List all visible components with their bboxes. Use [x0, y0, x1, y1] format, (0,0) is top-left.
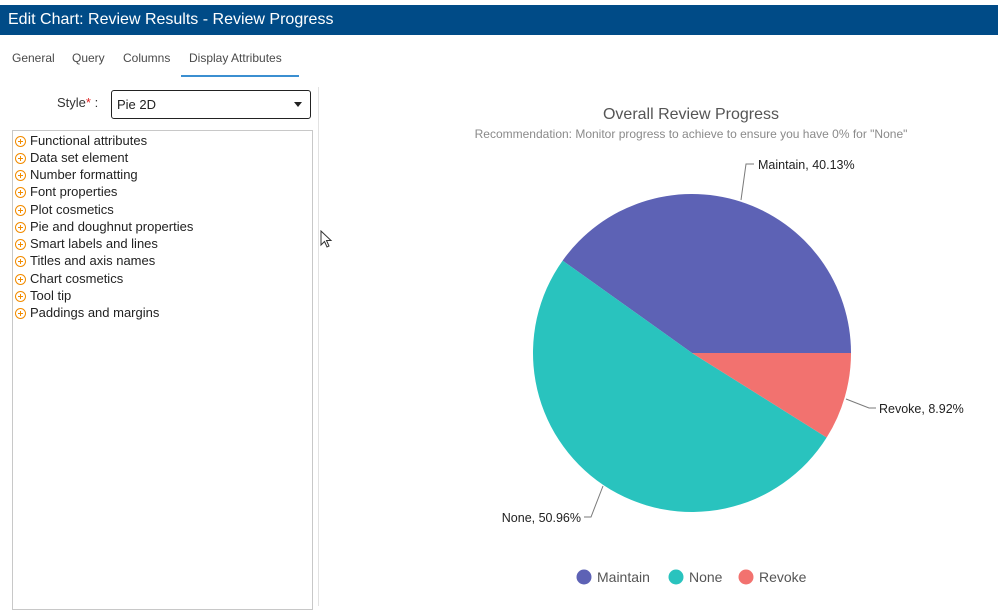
tree-item-label: Plot cosmetics — [30, 202, 114, 217]
top-border — [0, 0, 998, 5]
tree-item-data-set-element[interactable]: Data set element — [15, 150, 128, 167]
tree-item-label: Smart labels and lines — [30, 236, 158, 251]
expand-plus-icon[interactable] — [15, 205, 26, 216]
active-tab-indicator — [181, 75, 299, 77]
chart-legend: Maintain None Revoke — [576, 569, 807, 585]
style-label: Style* : — [57, 95, 98, 110]
label-leader-line-revoke — [845, 398, 876, 409]
style-select[interactable]: Pie 2D — [111, 90, 311, 119]
style-select-value: Pie 2D — [117, 97, 157, 112]
attribute-tree: Functional attributes Data set element N… — [12, 130, 313, 610]
expand-plus-icon[interactable] — [15, 291, 26, 302]
data-label-none: None, 50.96% — [502, 511, 581, 525]
expand-plus-icon[interactable] — [15, 153, 26, 164]
legend-swatch-revoke[interactable] — [738, 569, 754, 585]
expand-plus-icon[interactable] — [15, 136, 26, 147]
tree-item-label: Chart cosmetics — [30, 271, 124, 286]
label-leader-line-maintain — [740, 163, 754, 201]
label-leader-line-none — [584, 485, 604, 518]
pie-chart: Overall Review Progress Recommendation: … — [475, 106, 964, 585]
expand-plus-icon[interactable] — [15, 170, 26, 181]
pie-data-labels: Maintain, 40.13% None, 50.96% Revoke, 8.92… — [502, 158, 964, 525]
tree-item-font-properties[interactable]: Font properties — [15, 184, 117, 201]
style-colon: : — [94, 95, 99, 110]
tree-item-titles-axis-names[interactable]: Titles and axis names — [15, 253, 155, 270]
panel-divider — [318, 87, 319, 606]
tree-item-smart-labels-lines[interactable]: Smart labels and lines — [15, 236, 158, 253]
chart-subtitle: Recommendation: Monitor progress to achi… — [475, 127, 908, 141]
tree-item-paddings-margins[interactable]: Paddings and margins — [15, 305, 159, 322]
style-label-text: Style — [57, 95, 86, 110]
pie-slice-none[interactable] — [532, 260, 827, 513]
tree-item-functional-attributes[interactable]: Functional attributes — [15, 133, 147, 150]
tree-item-label: Font properties — [30, 184, 118, 199]
tree-item-label: Tool tip — [30, 288, 72, 303]
expand-plus-icon[interactable] — [15, 308, 26, 319]
tree-item-label: Pie and doughnut properties — [30, 219, 194, 234]
legend-label-revoke[interactable]: Revoke — [759, 569, 807, 585]
legend-swatch-none[interactable] — [668, 569, 684, 585]
tree-item-label: Functional attributes — [30, 133, 148, 148]
tab-display-attributes[interactable]: Display Attributes — [189, 51, 282, 65]
tree-item-label: Titles and axis names — [30, 253, 156, 268]
tree-item-number-formatting[interactable]: Number formatting — [15, 167, 138, 184]
tab-columns[interactable]: Columns — [123, 51, 171, 65]
tab-general[interactable]: General — [12, 51, 55, 65]
expand-plus-icon[interactable] — [15, 274, 26, 285]
chart-title: Overall Review Progress — [603, 106, 779, 123]
expand-plus-icon[interactable] — [15, 222, 26, 233]
tab-query[interactable]: Query — [72, 51, 105, 65]
legend-swatch-maintain[interactable] — [576, 569, 592, 585]
pie-slices — [532, 194, 851, 513]
mouse-cursor-icon — [320, 230, 333, 248]
expand-plus-icon[interactable] — [15, 239, 26, 250]
tree-item-tool-tip[interactable]: Tool tip — [15, 288, 71, 305]
window-title: Edit Chart: Review Results - Review Prog… — [0, 5, 998, 35]
required-marker: * — [85, 95, 91, 110]
chevron-down-icon — [294, 102, 302, 107]
tree-item-pie-doughnut-properties[interactable]: Pie and doughnut properties — [15, 219, 193, 236]
expand-plus-icon[interactable] — [15, 256, 26, 267]
data-label-revoke: Revoke, 8.92% — [879, 402, 964, 416]
tree-item-label: Data set element — [30, 150, 129, 165]
tree-item-label: Paddings and margins — [30, 305, 160, 320]
tree-item-label: Number formatting — [30, 167, 138, 182]
tree-item-chart-cosmetics[interactable]: Chart cosmetics — [15, 271, 123, 288]
pie-slice-revoke[interactable] — [692, 353, 851, 438]
expand-plus-icon[interactable] — [15, 187, 26, 198]
tab-bar: General Query Columns Display Attributes — [0, 35, 998, 79]
tree-item-plot-cosmetics[interactable]: Plot cosmetics — [15, 202, 114, 219]
data-label-maintain: Maintain, 40.13% — [758, 158, 855, 172]
pie-slice-maintain[interactable] — [562, 194, 851, 353]
legend-label-maintain[interactable]: Maintain — [597, 569, 650, 585]
legend-label-none[interactable]: None — [689, 569, 723, 585]
